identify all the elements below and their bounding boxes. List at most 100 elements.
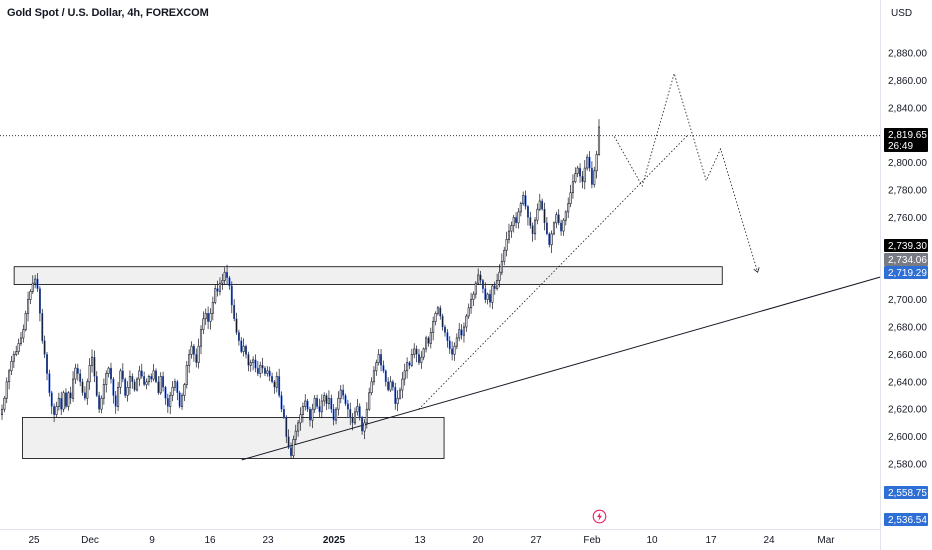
candle: [477, 274, 480, 284]
candle: [5, 381, 8, 399]
last-price-label: [884, 128, 928, 152]
time-tick-label: 16: [204, 535, 216, 546]
candle: [597, 126, 601, 155]
candle: [297, 422, 300, 432]
candle: [50, 392, 53, 407]
support-zone[interactable]: [22, 417, 445, 459]
candle: [48, 373, 51, 393]
candle: [567, 203, 570, 213]
price-axis-divider: [880, 0, 881, 550]
candle: [472, 293, 475, 300]
projection-path[interactable]: [613, 72, 759, 273]
price-tick-label: 2,700.00: [888, 295, 927, 306]
candle: [256, 367, 259, 374]
candle: [67, 392, 70, 407]
candle: [557, 214, 560, 224]
candle: [12, 354, 15, 362]
candle: [579, 167, 581, 177]
time-tick-label: 2025: [323, 535, 346, 546]
price-tick-label: 2,680.00: [888, 323, 927, 334]
candle: [512, 217, 515, 226]
lightning-icon[interactable]: [592, 509, 607, 524]
candle: [441, 315, 444, 328]
candle: [152, 370, 155, 380]
candle: [413, 348, 416, 355]
candle: [17, 343, 20, 352]
candle: [387, 381, 390, 391]
candle: [496, 280, 499, 289]
candle: [88, 365, 91, 383]
time-tick-label: 25: [28, 535, 40, 546]
candle: [507, 230, 511, 240]
candle: [197, 345, 200, 363]
time-axis[interactable]: 25 Dec 9 16 23 2025 13 20 27 Feb 10 17 24 Mar: [28, 535, 835, 546]
candle: [489, 293, 491, 303]
candle: [481, 280, 484, 289]
level-4-text: 2,558.75: [888, 488, 927, 499]
candle: [576, 167, 579, 174]
candle: [503, 249, 506, 262]
candle: [69, 392, 72, 399]
price-tick-label: 2,880.00: [888, 49, 927, 60]
candle: [519, 203, 522, 213]
candle: [372, 370, 375, 383]
candle: [327, 397, 330, 405]
candle: [110, 367, 112, 380]
candle: [83, 392, 86, 399]
candle: [356, 406, 359, 413]
candle: [484, 288, 487, 300]
candle: [550, 233, 553, 246]
time-tick-label: 20: [472, 535, 484, 546]
candle: [133, 381, 136, 391]
candle: [230, 285, 233, 306]
last-price-text: 2,819.65: [888, 130, 927, 141]
candle: [313, 397, 316, 410]
candle: [394, 387, 397, 404]
price-tick-label: 2,600.00: [888, 432, 927, 443]
candle: [415, 348, 418, 355]
candle: [500, 260, 503, 273]
candle: [166, 398, 169, 407]
candle: [420, 356, 423, 363]
candle: [467, 307, 470, 317]
candle: [434, 312, 437, 322]
time-tick-label: 13: [414, 535, 426, 546]
main-trendline[interactable]: [241, 276, 881, 461]
projection-layer: [613, 72, 760, 273]
candle: [486, 293, 489, 300]
candle: [403, 370, 406, 380]
candle: [391, 381, 394, 388]
candle: [339, 389, 342, 399]
candle: [285, 417, 288, 437]
level-3-label: [884, 266, 928, 279]
candle: [24, 312, 27, 331]
candle: [100, 397, 103, 410]
candle: [342, 389, 345, 396]
level-2-text: 2,734.06: [888, 255, 927, 266]
candle: [335, 408, 338, 421]
time-tick-label: Mar: [817, 535, 835, 546]
resistance-zone[interactable]: [13, 266, 723, 285]
candle: [389, 381, 392, 391]
currency-selector[interactable]: USD: [891, 8, 913, 19]
candle: [164, 387, 167, 399]
candle: [361, 417, 364, 432]
candle: [190, 345, 193, 355]
candle: [344, 395, 347, 404]
price-tick-label: 2,800.00: [888, 158, 927, 169]
level-1-label: [884, 239, 928, 252]
candle: [451, 348, 454, 355]
time-tick-label: 24: [763, 535, 775, 546]
level-4-label: [884, 486, 928, 499]
dotted-trendline[interactable]: [418, 134, 689, 410]
candle: [536, 208, 539, 221]
candle: [491, 285, 494, 303]
candle: [76, 367, 79, 374]
candle: [81, 381, 84, 393]
candle: [439, 307, 442, 317]
candle: [398, 389, 402, 399]
candle: [581, 176, 584, 182]
candle: [282, 409, 285, 418]
